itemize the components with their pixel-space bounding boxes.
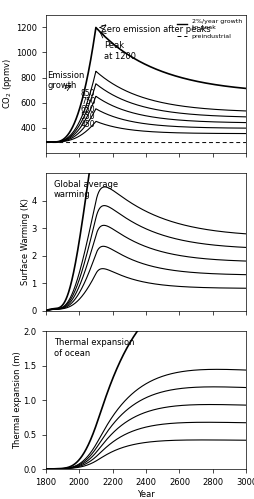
Y-axis label: Surface Warming (K): Surface Warming (K) bbox=[21, 199, 30, 285]
Text: 450: 450 bbox=[81, 120, 96, 129]
Text: Global average
warming: Global average warming bbox=[54, 180, 118, 200]
Y-axis label: CO$_2$ (ppmv): CO$_2$ (ppmv) bbox=[1, 58, 14, 109]
Text: 850: 850 bbox=[81, 89, 95, 98]
Text: Emission
growth: Emission growth bbox=[47, 71, 85, 90]
Legend: 2%/year growth
to peak, preindustrial: 2%/year growth to peak, preindustrial bbox=[176, 18, 243, 40]
X-axis label: Year: Year bbox=[137, 490, 155, 499]
Text: Thermal expansion
of ocean: Thermal expansion of ocean bbox=[54, 338, 134, 358]
Text: Zero emission after peaks: Zero emission after peaks bbox=[101, 25, 211, 34]
Y-axis label: Thermal expansion (m): Thermal expansion (m) bbox=[13, 351, 22, 449]
Text: 750: 750 bbox=[81, 97, 96, 106]
Text: 550: 550 bbox=[81, 112, 96, 121]
Text: 650: 650 bbox=[81, 104, 96, 113]
Text: Peak
at 1200: Peak at 1200 bbox=[104, 41, 136, 61]
